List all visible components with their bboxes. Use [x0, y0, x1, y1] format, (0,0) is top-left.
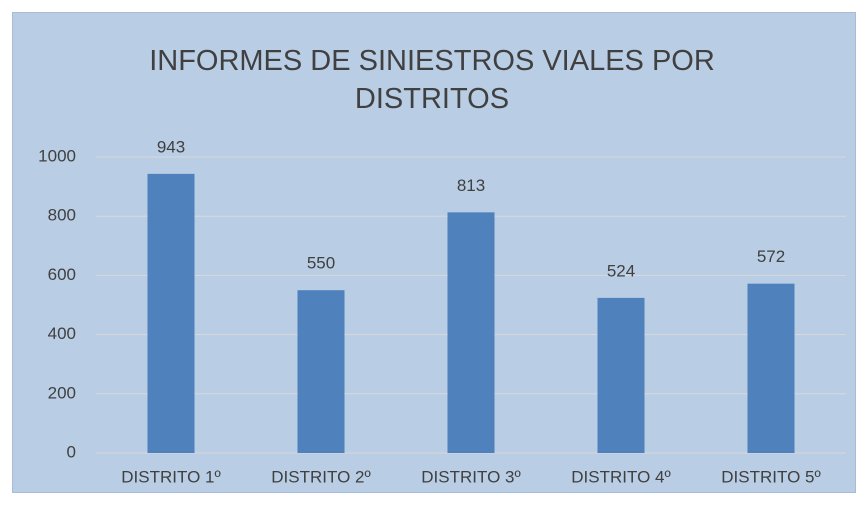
x-tick-label: DISTRITO 4º: [571, 467, 670, 486]
bar: [747, 283, 795, 453]
x-tick-label: DISTRITO 2º: [271, 467, 370, 486]
data-label: 813: [457, 176, 485, 195]
y-tick-label: 1000: [38, 146, 76, 165]
x-tick-label: DISTRITO 3º: [421, 467, 520, 486]
data-label: 943: [157, 137, 185, 156]
bar: [597, 297, 645, 453]
y-tick-label: 600: [48, 265, 76, 284]
chart-title: INFORMES DE SINIESTROS VIALES POR DISTRI…: [149, 45, 715, 115]
bar: [447, 212, 495, 453]
x-tick-label: DISTRITO 1º: [121, 467, 220, 486]
y-tick-label: 800: [48, 206, 76, 225]
bar: [147, 173, 195, 453]
bar: [297, 290, 345, 453]
y-tick-label: 400: [48, 324, 76, 343]
x-tick-label: DISTRITO 5º: [721, 467, 820, 486]
y-tick-label: 200: [48, 383, 76, 402]
data-label: 524: [607, 261, 635, 280]
data-label: 550: [307, 254, 335, 273]
data-label: 572: [757, 247, 785, 266]
y-tick-label: 0: [67, 442, 76, 461]
